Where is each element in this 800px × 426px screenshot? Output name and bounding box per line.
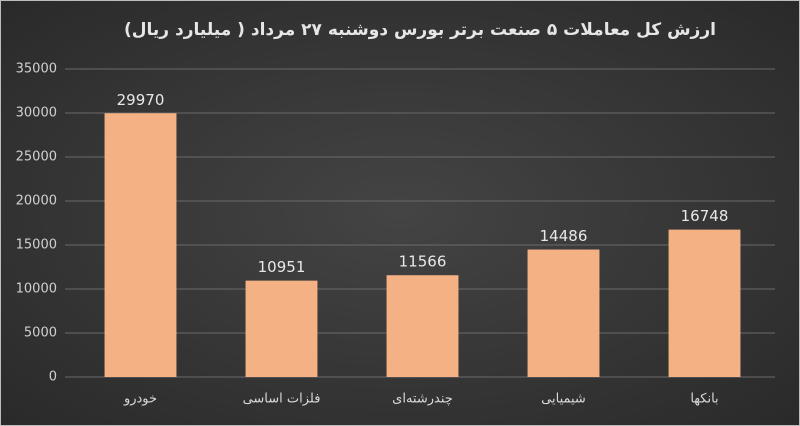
y-tick-label: 20000: [16, 194, 57, 209]
y-tick-label: 10000: [16, 282, 57, 297]
bar: [668, 229, 741, 377]
x-tick-label: بانکها: [690, 392, 718, 407]
data-label: 16748: [681, 207, 729, 225]
x-tick-label: شیمیایی: [541, 392, 586, 407]
x-tick-label: چندرشته‌ای: [392, 392, 453, 407]
bar: [386, 275, 459, 377]
x-tick-label: خودرو: [123, 392, 157, 407]
data-label: 14486: [540, 227, 588, 245]
x-tick-label: فلزات اساسی: [243, 392, 321, 407]
bar: [245, 280, 318, 377]
data-label: 10951: [258, 258, 306, 276]
bar: [527, 249, 600, 377]
bar: [104, 113, 177, 377]
y-tick-label: 30000: [16, 106, 57, 121]
y-tick-label: 0: [49, 370, 57, 385]
chart-title: ارزش کل معاملات ۵ صنعت برتر بورس دوشنبه …: [124, 20, 716, 40]
data-label: 11566: [399, 253, 447, 271]
y-tick-label: 5000: [24, 326, 57, 341]
y-tick-label: 35000: [16, 62, 57, 77]
data-label: 29970: [117, 91, 165, 109]
y-tick-label: 15000: [16, 238, 57, 253]
y-tick-label: 25000: [16, 150, 57, 165]
